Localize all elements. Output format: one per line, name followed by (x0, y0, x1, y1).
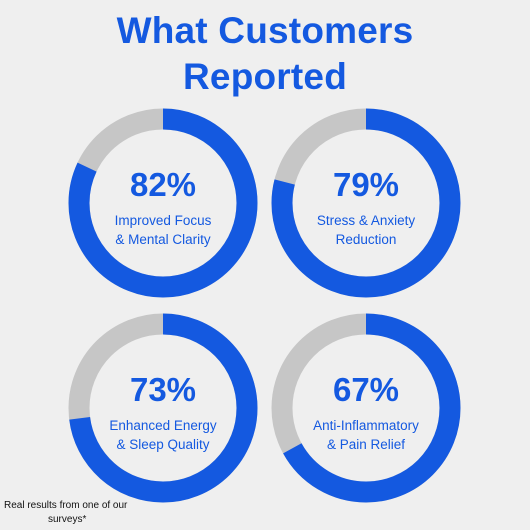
donut-chart-svg (68, 313, 258, 503)
donut-category-label: Improved Focus & Mental Clarity (68, 211, 258, 249)
donut-category-label: Stress & Anxiety Reduction (271, 211, 461, 249)
donut-value-label: 73% (129, 371, 197, 408)
donut-anti-inflammatory: 67% Anti-Inflammatory & Pain Relief (271, 313, 461, 503)
donut-label-line-1: Improved Focus (114, 213, 212, 228)
footnote-line-2: surveys* (48, 514, 87, 525)
donut-value-label: 67% (332, 371, 400, 408)
donut-category-label: Enhanced Energy & Sleep Quality (68, 416, 258, 454)
title-line-1: What Customers (116, 10, 414, 51)
donut-label-line-1: Stress & Anxiety (316, 213, 416, 228)
donut-improved-focus: 82% Improved Focus & Mental Clarity (68, 108, 258, 298)
donut-value-arc (271, 313, 461, 503)
donut-value-arc (68, 313, 258, 503)
donut-label-line-1: Enhanced Energy (109, 418, 217, 433)
footnote-line-1: Real results from one of our (4, 500, 128, 511)
donut-chart-svg (68, 108, 258, 298)
donut-value-arc (271, 108, 461, 298)
footnote: Real results from one of our surveys* (4, 499, 184, 527)
donut-value-label: 79% (332, 166, 400, 203)
donut-label-line-2: Reduction (335, 232, 397, 247)
donut-value-arc (68, 108, 258, 298)
donut-label-line-1: Anti-Inflammatory (313, 418, 419, 433)
donut-chart-svg (271, 313, 461, 503)
donut-label-line-2: & Sleep Quality (116, 437, 210, 452)
donut-value-label: 82% (129, 166, 197, 203)
page-title: What Customers Reported (0, 8, 530, 100)
donut-stress-anxiety: 79% Stress & Anxiety Reduction (271, 108, 461, 298)
donut-category-label: Anti-Inflammatory & Pain Relief (271, 416, 461, 454)
donut-enhanced-energy: 73% Enhanced Energy & Sleep Quality (68, 313, 258, 503)
title-line-2: Reported (183, 56, 347, 97)
donut-label-line-2: & Mental Clarity (115, 232, 211, 247)
donut-chart-svg (271, 108, 461, 298)
donut-label-line-2: & Pain Relief (326, 437, 406, 452)
